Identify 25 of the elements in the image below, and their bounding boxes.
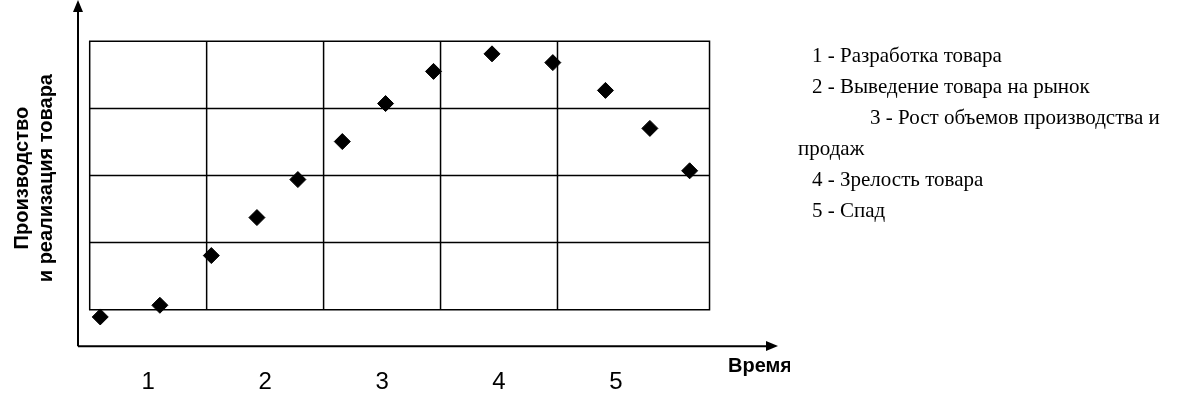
x-tick-label: 3 <box>375 367 389 395</box>
point <box>151 296 169 314</box>
text: 4 - Зрелость товара <box>812 166 985 193</box>
text: 1 - Разработка товара <box>812 42 1003 69</box>
text: 3 - Рост объемов производства и продаж <box>798 104 1161 162</box>
x-tick-label: 4 <box>492 367 506 395</box>
text: 5 - Спад <box>812 197 887 224</box>
point <box>641 119 659 137</box>
y-axis-title: Производство и реализация товара <box>9 73 56 283</box>
x-axis-title: Время <box>728 353 792 376</box>
point <box>596 81 614 99</box>
point <box>483 45 501 63</box>
x-tick-label: 2 <box>258 367 272 395</box>
x-tick-label: 5 <box>609 367 623 395</box>
point <box>333 133 351 151</box>
point <box>289 171 307 189</box>
point <box>544 54 562 72</box>
point <box>425 62 443 80</box>
x-tick-label: 1 <box>141 367 155 395</box>
point <box>681 162 699 180</box>
point <box>248 209 266 227</box>
point <box>202 247 220 265</box>
text: 2 - Выведение товара на рынок <box>812 73 1091 100</box>
point <box>377 95 395 113</box>
point <box>91 308 109 326</box>
